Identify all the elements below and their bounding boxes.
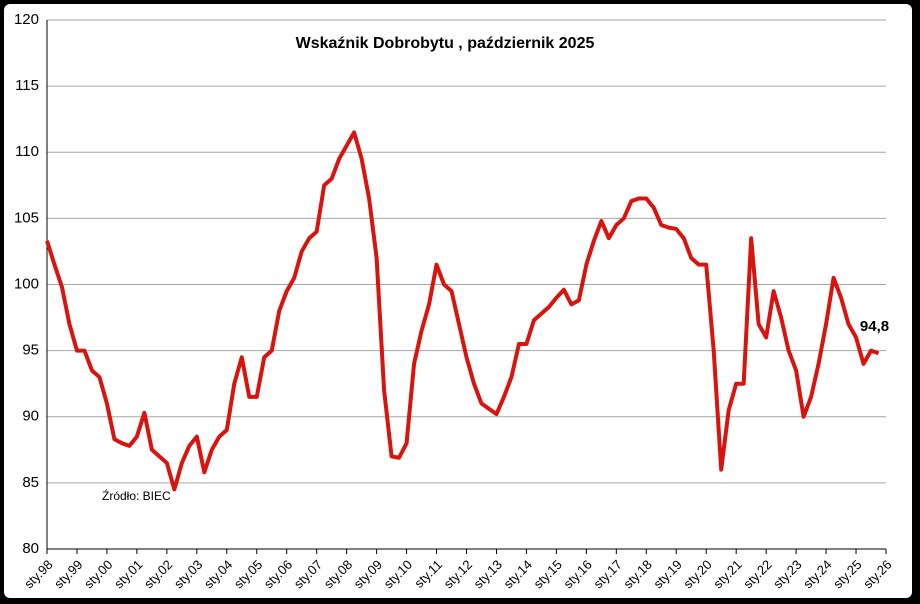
data-line: [45, 130, 880, 492]
y-tick-label: 85: [22, 474, 39, 491]
y-tick-label: 90: [22, 408, 39, 425]
value-label: 94,8: [860, 318, 889, 335]
y-tick-label: 95: [22, 342, 39, 359]
source-note: Źródło: BIEC: [102, 488, 171, 503]
y-tick-label: 80: [22, 540, 39, 557]
y-tick-label: 115: [15, 77, 39, 94]
chart-title: Wskaźnik Dobrobytu , październik 2025: [296, 35, 595, 52]
y-tick-label: 105: [14, 209, 39, 226]
y-tick-label: 100: [14, 275, 39, 292]
y-tick-label: 120: [14, 11, 39, 28]
y-tick-label: 110: [15, 143, 39, 160]
